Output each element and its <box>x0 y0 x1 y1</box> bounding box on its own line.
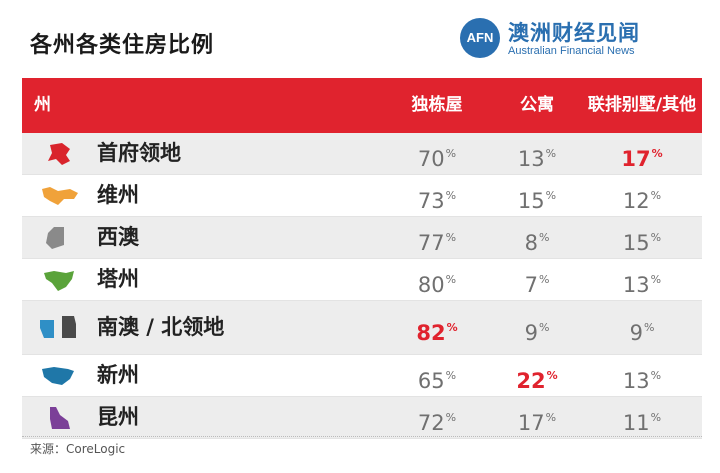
percent-sign: % <box>545 147 557 160</box>
state-name: 昆州 <box>97 405 139 429</box>
apartment-value: 17% <box>492 397 582 438</box>
apartment-value-number: 15 <box>517 189 545 213</box>
house-value: 70% <box>382 133 492 174</box>
house-value: 82% <box>382 301 492 354</box>
percent-sign: % <box>445 147 457 160</box>
header-state: 州 <box>34 95 51 115</box>
house-value-number: 72 <box>417 411 445 435</box>
apartment-value-number: 22 <box>516 369 546 393</box>
apartment-value: 13% <box>492 133 582 174</box>
table-row: 塔州 80% 7% 13% <box>22 259 702 301</box>
house-value-number: 82 <box>416 321 446 345</box>
percent-sign: % <box>445 273 457 286</box>
townhouse-value-number: 9 <box>629 321 643 345</box>
qld-map-icon <box>40 405 88 431</box>
percent-sign: % <box>643 321 655 334</box>
footer-divider <box>22 436 702 437</box>
townhouse-value: 12% <box>582 175 702 216</box>
townhouse-value: 17% <box>582 133 702 174</box>
nsw-map-icon <box>40 363 88 389</box>
chart-title: 各州各类住房比例 <box>30 33 215 58</box>
percent-sign: % <box>445 231 457 244</box>
apartment-value: 15% <box>492 175 582 216</box>
townhouse-value-number: 13 <box>622 273 650 297</box>
state-name: 维州 <box>97 183 139 207</box>
percent-sign: % <box>546 369 558 382</box>
townhouse-value: 9% <box>582 301 702 354</box>
header-house: 独栋屋 <box>411 95 463 115</box>
house-value-number: 65 <box>417 369 445 393</box>
state-name: 新州 <box>97 363 139 387</box>
apartment-value: 9% <box>492 301 582 354</box>
header-apartment: 公寓 <box>520 95 554 115</box>
house-value-number: 73 <box>417 189 445 213</box>
townhouse-value: 11% <box>582 397 702 438</box>
house-value: 77% <box>382 217 492 258</box>
percent-sign: % <box>446 321 458 334</box>
table-body: 首府领地 70% 13% 17% 维州 73% 15% 12% 西澳 77% 8% 15% 塔州 80% 7… <box>22 133 702 439</box>
townhouse-value: 13% <box>582 259 702 300</box>
table-header: 州 独栋屋 公寓 联排别墅/其他 <box>22 78 702 133</box>
apartment-value-number: 9 <box>524 321 538 345</box>
percent-sign: % <box>651 147 663 160</box>
apartment-value: 7% <box>492 259 582 300</box>
percent-sign: % <box>445 411 457 424</box>
vic-map-icon <box>40 183 88 209</box>
house-value: 73% <box>382 175 492 216</box>
sa-nt-map-icon <box>40 314 88 340</box>
percent-sign: % <box>650 189 662 202</box>
table-row: 新州 65% 22% 13% <box>22 355 702 397</box>
header-townhouse: 联排别墅/其他 <box>587 95 697 115</box>
afn-logo-mark-text: AFN <box>466 30 494 45</box>
townhouse-value-number: 11 <box>622 411 650 435</box>
house-value: 72% <box>382 397 492 438</box>
table-row: 首府领地 70% 13% 17% <box>22 133 702 175</box>
townhouse-value-number: 12 <box>622 189 650 213</box>
afn-logo: AFN 澳洲财经见闻 Australian Financial News <box>460 14 690 62</box>
townhouse-value: 13% <box>582 355 702 396</box>
apartment-value: 22% <box>492 355 582 396</box>
apartment-value: 8% <box>492 217 582 258</box>
tas-map-icon <box>40 267 88 293</box>
percent-sign: % <box>445 369 457 382</box>
logo-subtitle: Australian Financial News <box>508 45 635 57</box>
table-row: 昆州 72% 17% 11% <box>22 397 702 439</box>
source-note: 来源：CoreLogic <box>30 442 126 456</box>
townhouse-value-number: 13 <box>622 369 650 393</box>
apartment-value-number: 8 <box>524 231 538 255</box>
state-name: 塔州 <box>97 267 139 291</box>
percent-sign: % <box>650 369 662 382</box>
townhouse-value: 15% <box>582 217 702 258</box>
house-value: 65% <box>382 355 492 396</box>
table-row: 南澳 / 北领地 82% 9% 9% <box>22 301 702 355</box>
house-value-number: 77 <box>417 231 445 255</box>
townhouse-value-number: 17 <box>621 147 651 171</box>
house-value-number: 70 <box>417 147 445 171</box>
percent-sign: % <box>650 273 662 286</box>
apartment-value-number: 13 <box>517 147 545 171</box>
act-map-icon <box>40 141 88 167</box>
townhouse-value-number: 15 <box>622 231 650 255</box>
afn-logo-mark: AFN <box>460 18 500 58</box>
apartment-value-number: 17 <box>517 411 545 435</box>
percent-sign: % <box>650 231 662 244</box>
wa-map-icon <box>40 225 88 251</box>
apartment-value-number: 7 <box>524 273 538 297</box>
percent-sign: % <box>445 189 457 202</box>
percent-sign: % <box>538 321 550 334</box>
state-name: 首府领地 <box>97 141 181 165</box>
house-value-number: 80 <box>417 273 445 297</box>
table-row: 维州 73% 15% 12% <box>22 175 702 217</box>
state-name: 西澳 <box>97 225 139 249</box>
percent-sign: % <box>650 411 662 424</box>
percent-sign: % <box>538 273 550 286</box>
percent-sign: % <box>545 189 557 202</box>
percent-sign: % <box>545 411 557 424</box>
table-row: 西澳 77% 8% 15% <box>22 217 702 259</box>
house-value: 80% <box>382 259 492 300</box>
percent-sign: % <box>538 231 550 244</box>
state-name: 南澳 / 北领地 <box>97 315 225 339</box>
logo-name: 澳洲财经见闻 <box>508 21 640 45</box>
